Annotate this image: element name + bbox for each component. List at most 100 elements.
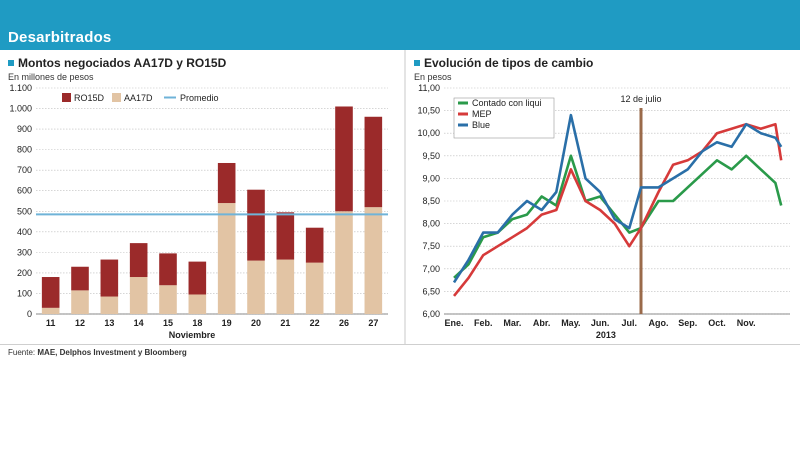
x-tick-label: 14: [134, 318, 144, 328]
legend-box: [453, 97, 555, 139]
bar-ro15d: [41, 277, 60, 308]
right-chart-subtitle: En pesos: [414, 72, 452, 82]
bar-ro15d: [129, 243, 148, 278]
y-tick-label: 100: [17, 288, 32, 298]
y-tick-label: 9,50: [422, 151, 440, 161]
bar-ro15d: [247, 189, 265, 261]
x-axis-title: Noviembre: [169, 330, 216, 340]
x-tick-label: Ago.: [649, 318, 669, 328]
legend-label: Promedio: [180, 93, 219, 103]
x-tick-label: Ene.: [444, 318, 463, 328]
header-bar: Desarbitrados: [0, 0, 800, 50]
series-line: [452, 122, 783, 297]
x-tick-label: Oct.: [708, 318, 726, 328]
x-tick-label: 27: [368, 318, 378, 328]
legend-label: Blue: [472, 120, 490, 130]
y-tick-label: 1.100: [9, 83, 32, 93]
x-tick-label: May.: [561, 318, 580, 328]
source-label: Fuente:: [8, 348, 36, 357]
bar-aa17d: [335, 211, 353, 314]
y-tick-label: 10,00: [417, 128, 440, 138]
title-square-icon: [414, 60, 420, 66]
y-tick-label: 600: [17, 186, 32, 196]
page-title: Desarbitrados: [8, 29, 112, 46]
series-line: [453, 154, 783, 279]
y-tick-label: 8,50: [422, 196, 440, 206]
y-tick-label: 8,00: [422, 219, 440, 229]
y-tick-label: 9,00: [422, 173, 440, 183]
bar-aa17d: [41, 307, 60, 314]
y-tick-label: 400: [17, 227, 32, 237]
bar-ro15d: [100, 259, 119, 297]
bar-ro15d: [335, 106, 353, 212]
series-line: [452, 113, 783, 284]
x-tick-label: 15: [163, 318, 173, 328]
y-tick-label: 6,50: [422, 286, 440, 296]
x-axis-title: 2013: [596, 330, 616, 340]
bar-chart: 0 100 200 300 400 500 600 700 800 900 1.000 1.100 11…: [9, 83, 388, 340]
right-chart-title-text: Evolución de tipos de cambio: [424, 56, 594, 70]
bar-aa17d: [217, 203, 236, 314]
x-tick-label: 26: [339, 318, 349, 328]
y-tick-label: 7,50: [422, 241, 440, 251]
left-panel: Montos negociados AA17D y RO15D En millo…: [0, 50, 404, 344]
bar-ro15d: [71, 266, 89, 291]
bar-ro15d: [188, 261, 207, 295]
y-tick-label: 1.000: [9, 104, 32, 114]
source-text: MAE, Delphos Investment y Bloomberg: [37, 348, 187, 357]
legend-swatch-aa17d: [112, 93, 121, 102]
y-tick-label: 10,50: [417, 106, 440, 116]
bar-aa17d: [71, 290, 89, 314]
bar-aa17d: [159, 285, 177, 314]
bar-ro15d: [217, 162, 236, 204]
bar-aa17d: [188, 294, 207, 314]
line-chart: 6,00 6,50 7,00 7,50 8,00 8,50 9,00 9,50 10,00 10,…: [417, 83, 790, 340]
marker-label: 12 de julio: [620, 94, 661, 104]
y-tick-label: 7,00: [422, 264, 440, 274]
bar-ro15d: [305, 227, 324, 263]
bar-aa17d: [364, 207, 383, 314]
x-tick-label: Jun.: [591, 318, 610, 328]
legend-label: MEP: [472, 109, 492, 119]
legend-label: RO15D: [74, 93, 105, 103]
panel-divider: [404, 50, 406, 344]
y-tick-label: 700: [17, 165, 32, 175]
left-chart-title: Montos negociados AA17D y RO15D: [8, 56, 226, 70]
bar-aa17d: [100, 296, 119, 314]
x-tick-label: 12: [75, 318, 85, 328]
x-tick-label: 11: [46, 318, 56, 328]
x-tick-label: Abr.: [533, 318, 551, 328]
x-tick-label: 21: [280, 318, 290, 328]
y-tick-label: 0: [27, 309, 32, 319]
x-tick-label: 18: [192, 318, 202, 328]
y-tick-label: 500: [17, 206, 32, 216]
right-chart-title: Evolución de tipos de cambio: [414, 56, 593, 70]
x-tick-label: 22: [310, 318, 320, 328]
bar-ro15d: [364, 116, 383, 208]
legend-label: Contado con liqui: [472, 98, 542, 108]
bar-aa17d: [276, 259, 295, 314]
y-tick-label: 6,00: [422, 309, 440, 319]
x-tick-label: 19: [222, 318, 232, 328]
bar-aa17d: [305, 262, 324, 314]
x-tick-label: 13: [104, 318, 114, 328]
bar-aa17d: [247, 260, 265, 314]
title-square-icon: [8, 60, 14, 66]
marker-line: [639, 108, 643, 314]
y-tick-label: 900: [17, 124, 32, 134]
source-note: Fuente: MAE, Delphos Investment y Bloomb…: [8, 348, 187, 357]
bar-ro15d: [276, 212, 295, 260]
right-panel: Evolución de tipos de cambio En pesos 6,…: [406, 50, 800, 344]
x-tick-label: Feb.: [474, 318, 493, 328]
x-tick-label: Jul.: [622, 318, 638, 328]
legend-swatch-ro15d: [62, 93, 71, 102]
x-tick-label: Mar.: [503, 318, 521, 328]
x-tick-label: 20: [251, 318, 261, 328]
bar-aa17d: [129, 277, 148, 314]
y-tick-label: 300: [17, 247, 32, 257]
y-tick-label: 200: [17, 268, 32, 278]
bar-ro15d: [159, 253, 177, 286]
footer-rule: [0, 344, 800, 345]
x-tick-label: Nov.: [737, 318, 756, 328]
left-chart-subtitle: En millones de pesos: [8, 72, 94, 82]
